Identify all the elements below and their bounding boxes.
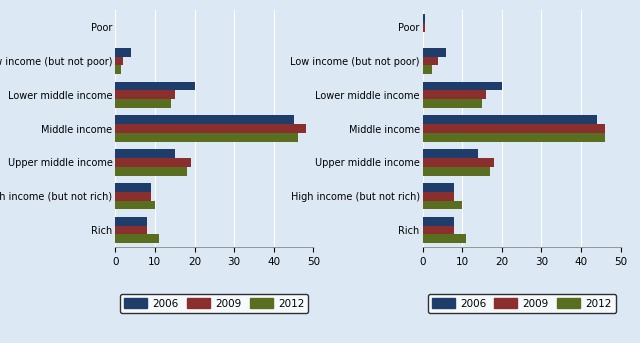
Bar xyxy=(422,201,462,210)
Bar xyxy=(422,235,466,243)
Bar xyxy=(115,57,123,66)
Bar xyxy=(115,133,298,142)
Bar xyxy=(422,48,446,57)
Bar xyxy=(115,167,187,176)
Bar xyxy=(115,99,171,108)
Bar xyxy=(115,66,121,74)
Bar xyxy=(115,158,191,167)
Bar xyxy=(115,91,175,99)
Bar xyxy=(422,217,454,226)
Bar xyxy=(422,57,438,66)
Bar xyxy=(115,235,159,243)
Bar xyxy=(422,66,433,74)
Bar xyxy=(422,82,502,91)
Bar xyxy=(422,149,478,158)
Bar xyxy=(115,201,155,210)
Bar xyxy=(115,183,151,192)
Bar xyxy=(115,192,151,201)
Bar xyxy=(422,99,482,108)
Bar xyxy=(422,133,605,142)
Bar xyxy=(115,226,147,235)
Bar xyxy=(115,116,294,124)
Bar xyxy=(422,226,454,235)
Bar xyxy=(422,192,454,201)
Bar xyxy=(422,183,454,192)
Bar xyxy=(115,82,195,91)
Legend: 2006, 2009, 2012: 2006, 2009, 2012 xyxy=(428,294,616,313)
Bar xyxy=(422,167,490,176)
Legend: 2006, 2009, 2012: 2006, 2009, 2012 xyxy=(120,294,308,313)
Bar xyxy=(422,14,424,23)
Bar xyxy=(422,158,494,167)
Bar xyxy=(422,116,597,124)
Bar xyxy=(115,217,147,226)
Bar xyxy=(422,124,605,133)
Bar xyxy=(422,23,424,32)
Bar xyxy=(422,91,486,99)
Bar xyxy=(115,149,175,158)
Bar xyxy=(115,124,305,133)
Bar xyxy=(115,48,131,57)
